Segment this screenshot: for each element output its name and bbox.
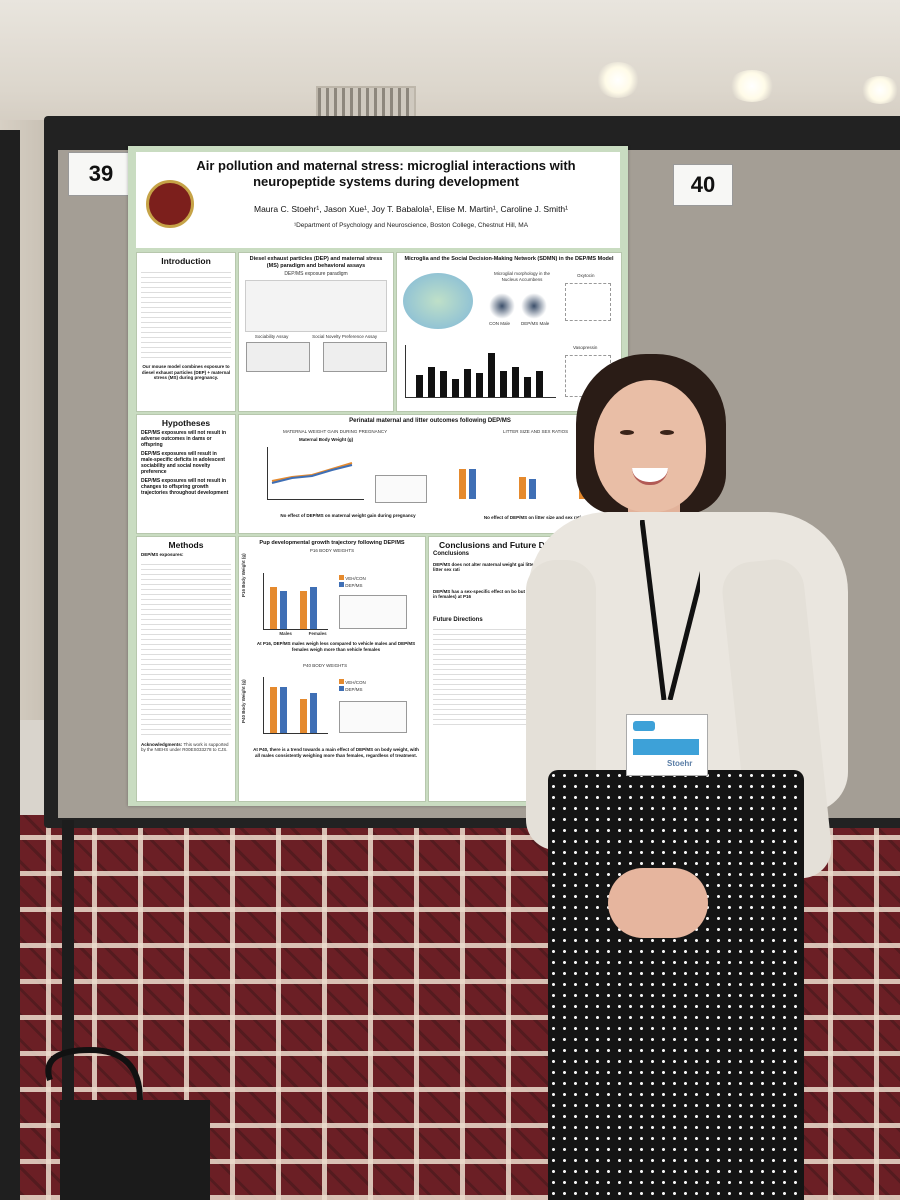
microglia-label-dep: DEP/MS Male	[521, 321, 550, 326]
microglia-subtitle: Microglial morphology in the Nucleus Acc…	[493, 271, 551, 282]
polka-dot-skirt	[548, 770, 804, 1200]
paradigm-timeline	[245, 279, 387, 332]
right-eye	[660, 430, 674, 435]
section-methods: Methods DEP/MS exposures: Acknowledgment…	[136, 536, 236, 802]
p16-ylabel: P16 Body Weight (g)	[241, 553, 246, 597]
legend-dep: DEP/MS	[345, 686, 363, 692]
methods-body	[141, 559, 231, 736]
badge-name: Stoehr	[667, 759, 693, 768]
section-perinatal: Perinatal maternal and litter outcomes f…	[238, 414, 622, 534]
p40-caption: At P40, there is a trend towards a main …	[253, 747, 419, 758]
section-paradigm: Diesel exhaust particles (DEP) and mater…	[238, 252, 394, 412]
section-heading: Pup developmental growth trajectory foll…	[259, 540, 405, 546]
p16-stats-table	[339, 595, 407, 629]
acknowledgments-text: This work is supported by the NIEHS unde…	[141, 741, 229, 753]
smile	[632, 468, 668, 485]
sociability-label: Sociability Assay	[254, 333, 289, 339]
perinatal-stats-table	[375, 475, 427, 503]
university-seal-icon	[146, 180, 194, 228]
poster-title: Air pollution and maternal stress: micro…	[196, 158, 576, 189]
board-number-right: 40	[673, 164, 733, 206]
p40-stats-table	[339, 701, 407, 733]
acknowledgments-label: Acknowledgments:	[141, 741, 183, 747]
oxytocin-structure	[565, 283, 611, 321]
weight-lines	[271, 462, 353, 484]
research-poster: Air pollution and maternal stress: micro…	[128, 146, 628, 806]
handbag	[45, 1046, 210, 1200]
left-eye	[620, 430, 634, 435]
x-label-females: Females	[308, 631, 327, 636]
maternal-chart-title: Maternal Body Weight (g)	[299, 437, 354, 442]
microglia-label-con: CON Male	[489, 321, 511, 326]
legend-veh: VEH/CON	[345, 680, 366, 685]
intro-body	[141, 268, 231, 360]
legend-dep: DEP/MS	[345, 582, 363, 588]
ceiling-light	[728, 70, 776, 102]
section-pup-growth: Pup developmental growth trajectory foll…	[238, 536, 426, 802]
maternal-weight-line-chart	[267, 447, 364, 500]
hypothesis-2: DEP/MS exposures will result in male-spe…	[141, 451, 225, 475]
section-heading: Diesel exhaust particles (DEP) and mater…	[249, 256, 383, 269]
p16-subtitle: P16 BODY WEIGHTS	[309, 548, 355, 553]
lanyard	[640, 520, 700, 700]
section-heading: Methods	[168, 540, 204, 550]
section-heading: Perinatal maternal and litter outcomes f…	[349, 418, 511, 424]
board-number-left: 39	[68, 152, 134, 196]
p40-bar-chart	[263, 677, 328, 734]
vasopressin-label: Vasopressin	[573, 345, 598, 350]
intro-summary: Our mouse model combines exposure to die…	[141, 364, 231, 380]
p16-x-labels: Males Females	[267, 631, 339, 637]
p40-subtitle: P40 BODY WEIGHTS	[303, 663, 348, 668]
paradigm-subtitle: DEP/MS exposure paradigm	[284, 271, 348, 277]
ceiling-light	[860, 76, 900, 104]
future-directions-body	[433, 625, 533, 725]
section-heading: Microglia and the Social Decision-Making…	[404, 256, 614, 262]
perinatal-caption-right: No effect of DEP/MS on litter size and s…	[483, 515, 587, 520]
section-sdmn: Microglia and the Social Decision-Making…	[396, 252, 622, 412]
name-badge: Stoehr	[626, 714, 708, 776]
conclusions-subtitle: Conclusions	[433, 551, 470, 557]
novelty-label: Social Novelty Preference Assay	[312, 333, 378, 339]
sdmn-bar-chart	[405, 345, 556, 398]
hypothesis-3: DEP/MS exposures will not result in chan…	[141, 478, 229, 496]
assay-diagrams	[239, 342, 393, 372]
perinatal-subtitle-right: LITTER SIZE AND SEX RATIOS	[503, 429, 569, 434]
section-introduction: Introduction Our mouse model combines ex…	[136, 252, 236, 412]
novelty-diagram	[322, 342, 387, 372]
oxytocin-label: Oxytocin	[577, 273, 595, 278]
p40-legend: VEH/CON DEP/MS	[335, 679, 370, 692]
p16-caption: At P16, DEP/MS males weigh less compared…	[256, 641, 416, 652]
section-heading: Conclusions and Future Di	[439, 540, 548, 550]
face	[594, 380, 706, 512]
p16-bar-chart	[263, 573, 328, 630]
section-heading: Hypotheses	[161, 418, 211, 428]
section-heading: Introduction	[161, 256, 211, 266]
future-directions-heading: Future Directions	[433, 616, 483, 623]
badge-logo-icon	[633, 721, 655, 731]
perinatal-subtitle-left: MATERNAL WEIGHT GAIN DURING PREGNANCY	[283, 429, 388, 434]
poster-affiliation: ¹Department of Psychology and Neuroscien…	[293, 222, 529, 229]
p40-ylabel: P40 Body Weight (g)	[241, 679, 246, 723]
acknowledgments: Acknowledgments: This work is supported …	[137, 742, 235, 753]
ceiling-light	[596, 62, 640, 98]
badge-strip	[633, 739, 699, 755]
microglia-image-con	[489, 293, 515, 319]
growth-legend: VEH/CON DEP/MS	[335, 575, 370, 588]
x-label-males: Males	[279, 631, 292, 636]
legend-veh: VEH/CON	[345, 576, 366, 581]
sociability-diagram	[245, 342, 310, 372]
clasped-hands	[608, 868, 708, 938]
conclusion-1: DEP/MS does not alter maternal weight ga…	[433, 561, 543, 573]
neighbor-board-post	[0, 130, 20, 1200]
assay-labels: Sociability Assay Social Novelty Prefere…	[239, 334, 393, 340]
section-hypotheses: Hypotheses DEP/MS exposures will not res…	[136, 414, 236, 534]
sdmn-network-diagram	[403, 273, 473, 329]
methods-label-1: DEP/MS exposures:	[141, 552, 184, 557]
perinatal-caption-left: No effect of DEP/MS on maternal weight g…	[280, 513, 416, 518]
poster-header: Air pollution and maternal stress: micro…	[136, 152, 620, 248]
microglia-image-dep	[521, 293, 547, 319]
conclusion-2: DEP/MS has a sex-specific effect on bo b…	[433, 588, 541, 600]
poster-authors: Maura C. Stoehr¹, Jason Xue¹, Joy T. Bab…	[254, 204, 568, 214]
hypothesis-1: DEP/MS exposures will not result in adve…	[141, 430, 227, 448]
